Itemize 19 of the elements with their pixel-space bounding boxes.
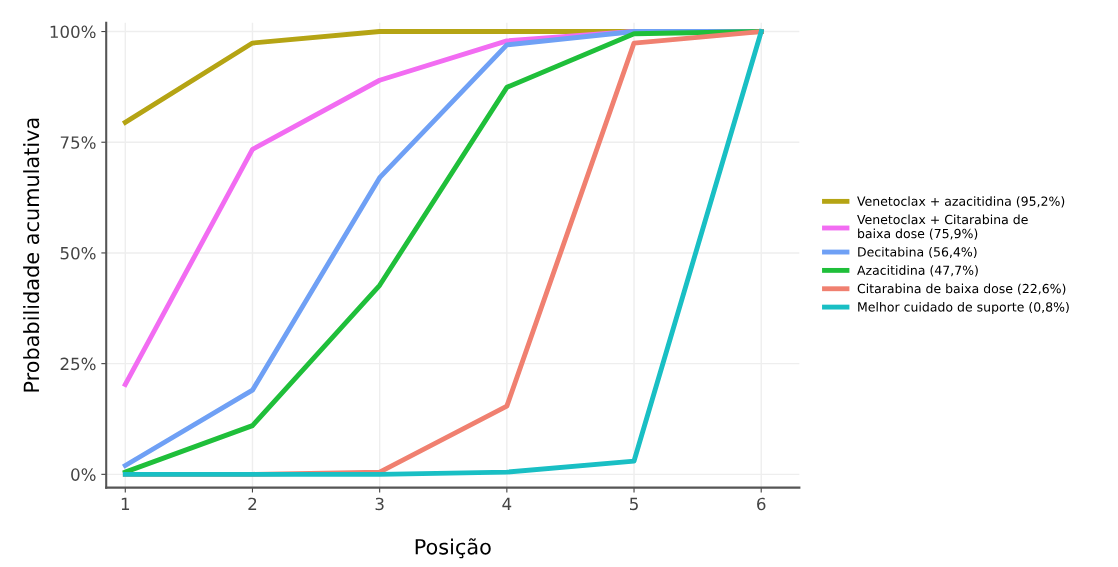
y-tick-label: 25%: [60, 357, 96, 371]
legend-label: Venetoclax + Citarabina de baixa dose (75,9%): [857, 214, 1028, 240]
legend-label: Citarabina de baixa dose (22,6%): [857, 283, 1066, 295]
y-tick-label: 50%: [60, 246, 96, 260]
x-tick-label: 4: [502, 497, 512, 511]
y-tick-label: 0%: [71, 468, 96, 481]
legend-label: Venetoclax + azacitidina (95,2%): [857, 196, 1065, 208]
y-axis-title: Probabilidade acumulativa: [23, 118, 40, 392]
x-axis-title: Posição: [415, 538, 491, 559]
x-tick-label: 5: [630, 497, 638, 511]
legend-label: Decitabina (56,4%): [858, 246, 977, 259]
legend-label: Azacitidina (47,7%): [857, 265, 978, 277]
y-tick-label: 75%: [60, 136, 96, 149]
y-tick-label: 100%: [50, 25, 96, 39]
legend-label: Melhor cuidado de suporte (0,8%): [858, 301, 1069, 315]
x-tick-label: 2: [248, 497, 257, 511]
x-tick-label: 6: [757, 497, 766, 511]
x-tick-label: 1: [121, 497, 130, 511]
x-tick-label: 3: [375, 497, 384, 511]
